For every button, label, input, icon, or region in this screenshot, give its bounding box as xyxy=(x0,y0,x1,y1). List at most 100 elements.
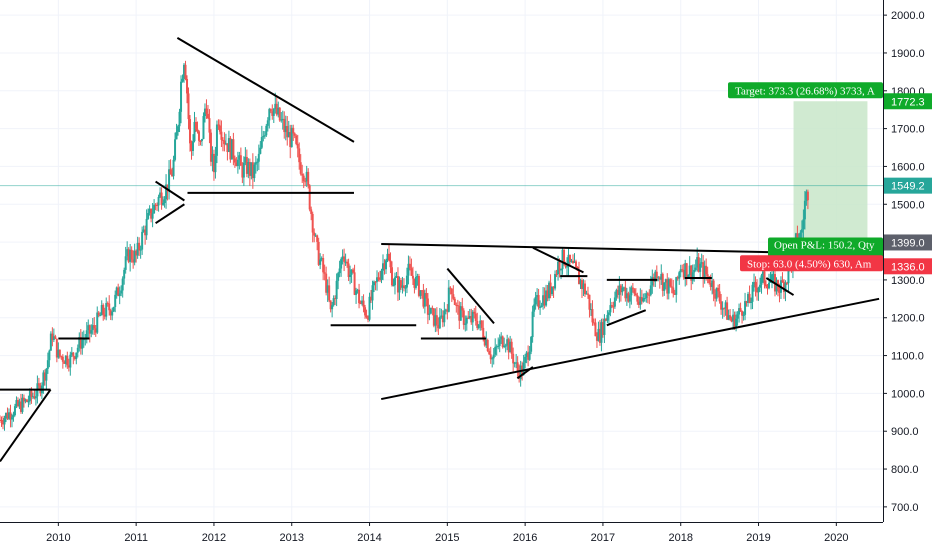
candle-body xyxy=(136,242,139,256)
candle-body xyxy=(462,310,465,325)
candle-body xyxy=(527,352,530,360)
candle-body xyxy=(93,325,96,329)
candle-body xyxy=(467,317,470,319)
candle-body xyxy=(763,271,766,285)
candle-body xyxy=(533,304,536,312)
candle-body xyxy=(404,287,407,289)
trendline[interactable] xyxy=(606,309,647,327)
trendline[interactable] xyxy=(0,389,52,463)
candle-body xyxy=(482,327,485,339)
candle-body xyxy=(531,311,534,338)
candle-body xyxy=(630,287,633,296)
candle-body xyxy=(232,139,235,159)
candle-body xyxy=(534,297,537,305)
candle-body xyxy=(307,171,310,186)
candle-body xyxy=(150,208,153,219)
candle-body xyxy=(169,169,172,175)
candle-body xyxy=(610,305,613,307)
candle-body xyxy=(338,268,341,274)
candle-body xyxy=(386,253,389,261)
candle-body xyxy=(114,294,117,307)
candle-body xyxy=(117,287,120,296)
position-zones xyxy=(0,101,883,267)
candle-body xyxy=(286,126,289,138)
trendline[interactable] xyxy=(381,297,880,401)
candle-body xyxy=(28,390,31,402)
candle-body xyxy=(715,287,718,299)
y-tick-label: 800.0 xyxy=(891,464,919,476)
candle-body xyxy=(215,124,218,156)
candle-body xyxy=(13,406,16,416)
trendlines[interactable] xyxy=(0,36,880,463)
candle-body xyxy=(646,293,649,295)
trendline[interactable] xyxy=(765,277,795,296)
x-axis: 2010 2011 2012 2013 2014 2015 2016 2017 2018 2019… xyxy=(0,522,883,550)
candle-body xyxy=(648,294,651,296)
candle-body xyxy=(697,257,700,272)
candle-body xyxy=(67,365,70,368)
candle-body xyxy=(450,288,453,295)
candle-body xyxy=(509,341,512,353)
x-tick-label: 2013 xyxy=(279,532,303,544)
candle-body xyxy=(54,336,57,339)
candle-body xyxy=(573,261,576,263)
y-tick-label: 1600.0 xyxy=(891,161,925,173)
candle-body xyxy=(221,139,224,141)
candle-body xyxy=(34,396,37,399)
x-tick-label: 2019 xyxy=(746,532,770,544)
candle-body xyxy=(259,147,262,154)
candle-body xyxy=(705,265,708,275)
candle-body xyxy=(163,199,166,203)
candle-body xyxy=(398,280,401,293)
candle-body xyxy=(667,279,670,294)
candle-body xyxy=(733,314,736,329)
candle-body xyxy=(612,306,615,308)
candle-body xyxy=(627,293,630,302)
trendline[interactable] xyxy=(155,180,185,202)
candle-body xyxy=(588,294,591,310)
candle-body xyxy=(196,129,199,132)
candle-body xyxy=(313,232,316,236)
candle-body xyxy=(497,345,500,347)
trendline[interactable] xyxy=(446,267,495,325)
candle-body xyxy=(364,307,367,316)
candle-body xyxy=(396,276,399,293)
trendline[interactable] xyxy=(516,366,534,380)
trendline[interactable] xyxy=(532,246,584,274)
candle-body xyxy=(51,333,54,340)
candle-body xyxy=(250,162,253,176)
candle-body xyxy=(748,293,751,303)
candle-body xyxy=(48,350,51,361)
candle-body xyxy=(606,314,609,321)
candle-body xyxy=(506,339,509,346)
candle-body xyxy=(805,191,808,201)
candle-body xyxy=(209,132,212,162)
candle-body xyxy=(58,349,61,357)
candle-body xyxy=(105,303,108,317)
candle-body xyxy=(202,116,205,139)
trendline[interactable] xyxy=(176,36,355,143)
candle-body xyxy=(465,317,468,324)
trendline[interactable] xyxy=(155,203,185,225)
candle-body xyxy=(81,339,84,349)
candle-body xyxy=(543,295,546,306)
candle-body xyxy=(503,345,506,347)
candle-body xyxy=(292,127,295,134)
candle-body xyxy=(320,257,323,260)
candle-body xyxy=(22,397,25,402)
candle-body xyxy=(353,272,356,295)
candle-body xyxy=(165,184,168,200)
candle-body xyxy=(33,396,36,399)
candle-body xyxy=(468,316,471,319)
candle-body xyxy=(500,336,503,340)
candle-body xyxy=(408,263,411,269)
candle-body xyxy=(82,339,85,341)
y-tick-label: 1200.0 xyxy=(891,313,925,325)
candle-body xyxy=(376,277,379,282)
y-tick-label: 1000.0 xyxy=(891,388,925,400)
candlestick-series xyxy=(0,60,809,431)
trendline[interactable] xyxy=(381,242,829,255)
candle-body xyxy=(399,280,402,288)
candle-body xyxy=(97,312,100,316)
